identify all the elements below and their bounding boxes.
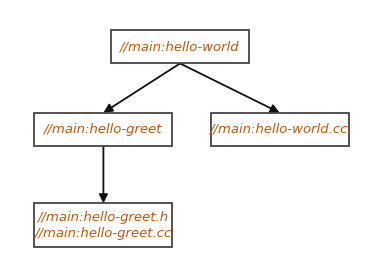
Text: //main:hello-world.cc: //main:hello-world.cc bbox=[210, 123, 349, 136]
Text: //main:hello-greet: //main:hello-greet bbox=[44, 123, 163, 136]
Text: //main:hello-greet.cc: //main:hello-greet.cc bbox=[35, 227, 172, 240]
Bar bbox=[211, 113, 349, 146]
Text: //main:hello-world: //main:hello-world bbox=[120, 40, 240, 53]
Bar bbox=[34, 113, 172, 146]
Bar bbox=[111, 30, 249, 63]
Text: //main:hello-greet.h: //main:hello-greet.h bbox=[38, 211, 169, 224]
Bar bbox=[34, 203, 172, 247]
